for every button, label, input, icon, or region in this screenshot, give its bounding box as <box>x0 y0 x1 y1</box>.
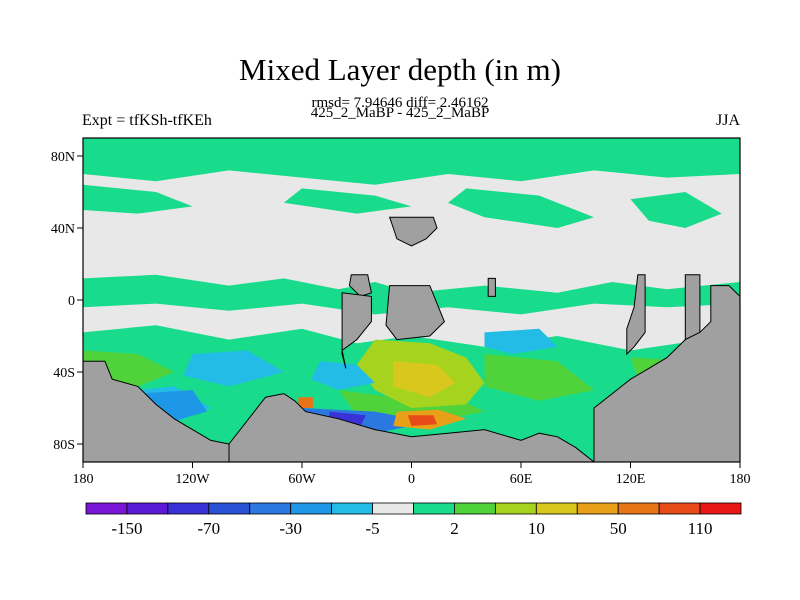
y-tick-label-1: 40N <box>51 222 75 237</box>
y-tick-label-4: 80S <box>53 438 75 453</box>
land-asia-east-2 <box>684 274 701 341</box>
field-region-15 <box>311 361 375 390</box>
colorbar-swatch-2 <box>167 502 210 515</box>
land-antarctica-central <box>228 393 595 462</box>
colorbar: -150 -70 -30 -5 2 10 50 110 <box>85 502 742 538</box>
colorbar-label-5: 10 <box>528 519 545 538</box>
land-north-africa <box>385 285 445 341</box>
field-region-22 <box>298 397 313 408</box>
colorbar-label-0: -150 <box>111 519 142 538</box>
x-tick-label-4: 60E <box>510 472 533 487</box>
experiment-label: Expt = tfKSh-tfKEh <box>82 112 212 129</box>
colorbar-swatch-9 <box>454 502 496 515</box>
field-region-12 <box>393 361 456 398</box>
y-tick-label-0: 80N <box>51 150 75 165</box>
land-asia-east-1 <box>626 274 646 356</box>
x-tick-label-5: 120E <box>616 472 646 487</box>
y-tick-label-2: 0 <box>68 294 75 309</box>
land-antarctica-west <box>83 360 230 462</box>
field-region-21 <box>407 415 437 426</box>
colorbar-swatch-1 <box>126 502 169 515</box>
colorbar-swatch-15 <box>699 502 742 515</box>
field-region-1 <box>83 184 193 214</box>
colorbar-swatch-5 <box>290 502 333 515</box>
x-tick-label-2: 60W <box>288 472 316 487</box>
colorbar-swatch-10 <box>494 502 537 515</box>
field-region-16 <box>484 328 558 354</box>
colorbar-swatch-8 <box>413 502 455 515</box>
colorbar-swatch-14 <box>658 502 701 515</box>
field-region-13 <box>183 350 284 387</box>
map-subtitle: 425_2_MaBP - 425_2_MaBP <box>310 105 490 121</box>
colorbar-swatch-3 <box>208 502 251 515</box>
map-area <box>83 138 740 462</box>
colorbar-swatch-11 <box>535 502 578 515</box>
y-tick-label-3: 40S <box>53 366 75 381</box>
x-tick-label-1: 120W <box>175 472 210 487</box>
colorbar-label-4: 2 <box>450 519 459 538</box>
x-tick-label-3: 0 <box>408 472 415 487</box>
colorbar-label-6: 50 <box>610 519 627 538</box>
field-region-2 <box>283 188 412 214</box>
land-north-america-stub <box>388 216 438 247</box>
colorbar-swatch-7 <box>372 502 414 515</box>
land-africa-east <box>487 277 496 297</box>
land-south-america <box>341 292 372 369</box>
map-title: Mixed Layer depth (in m) <box>239 52 561 87</box>
axis-ticks: 180 120W 60W 0 60E 120E 180 80N 40N 0 40S 80S <box>51 150 751 487</box>
field-region-8 <box>484 354 594 401</box>
colorbar-swatch-0 <box>85 502 128 515</box>
field-region-0 <box>83 138 740 185</box>
colorbar-label-7: 110 <box>688 519 713 538</box>
colorbar-swatch-6 <box>331 502 373 515</box>
field-region-3 <box>448 188 594 228</box>
rmsd-diff-stats: rmsd= 7.94646 diff= 2.46162 <box>311 95 489 111</box>
colorbar-label-2: -30 <box>279 519 302 538</box>
colorbar-swatch-12 <box>576 502 619 515</box>
x-tick-label-6: 180 <box>730 472 751 487</box>
season-label: JJA <box>715 112 740 129</box>
colorbar-label-1: -70 <box>197 519 220 538</box>
colorbar-swatch-4 <box>249 502 292 515</box>
x-tick-label-0: 180 <box>73 472 94 487</box>
field-region-4 <box>630 192 722 228</box>
colorbar-label-3: -5 <box>365 519 379 538</box>
land-australia <box>593 285 740 462</box>
land-central-america <box>348 274 372 297</box>
colorbar-swatch-13 <box>617 502 660 515</box>
